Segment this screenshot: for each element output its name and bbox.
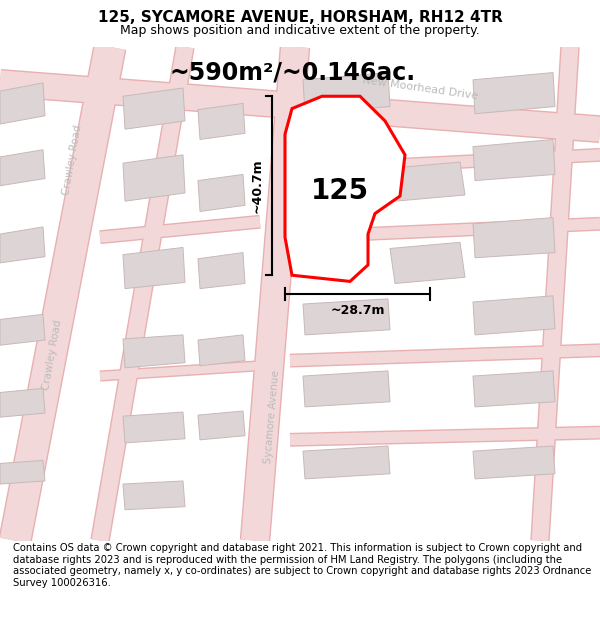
Polygon shape [123, 88, 185, 129]
Polygon shape [473, 72, 555, 114]
Polygon shape [0, 227, 45, 263]
Polygon shape [123, 335, 185, 367]
Polygon shape [123, 248, 185, 289]
Polygon shape [123, 481, 185, 510]
Polygon shape [123, 155, 185, 201]
Text: Crawley Road: Crawley Road [41, 319, 63, 391]
Text: Sycamore Avenue: Sycamore Avenue [263, 370, 281, 464]
Polygon shape [303, 446, 390, 479]
Polygon shape [473, 296, 555, 335]
Text: Crawley Road: Crawley Road [61, 124, 83, 196]
Polygon shape [390, 162, 465, 201]
Polygon shape [303, 136, 390, 176]
Polygon shape [303, 72, 390, 114]
Text: 125, SYCAMORE AVENUE, HORSHAM, RH12 4TR: 125, SYCAMORE AVENUE, HORSHAM, RH12 4TR [98, 10, 502, 25]
Polygon shape [198, 104, 245, 139]
Polygon shape [473, 217, 555, 258]
Polygon shape [198, 411, 245, 440]
Text: ~40.7m: ~40.7m [251, 158, 264, 213]
Polygon shape [0, 461, 45, 484]
Polygon shape [198, 253, 245, 289]
Text: 125: 125 [311, 177, 369, 205]
Text: ~28.7m: ~28.7m [330, 304, 385, 317]
Polygon shape [303, 299, 390, 335]
Polygon shape [0, 150, 45, 186]
Text: New Moorhead Drive: New Moorhead Drive [362, 75, 478, 101]
Polygon shape [0, 314, 45, 345]
Polygon shape [303, 371, 390, 407]
Polygon shape [123, 412, 185, 443]
Polygon shape [0, 388, 45, 418]
Polygon shape [198, 174, 245, 211]
Text: ~590m²/~0.146ac.: ~590m²/~0.146ac. [170, 61, 416, 84]
Polygon shape [473, 446, 555, 479]
Polygon shape [198, 335, 245, 366]
Polygon shape [285, 96, 405, 281]
Text: Map shows position and indicative extent of the property.: Map shows position and indicative extent… [120, 24, 480, 36]
Polygon shape [473, 139, 555, 181]
Polygon shape [0, 83, 45, 124]
Polygon shape [390, 242, 465, 284]
Polygon shape [473, 371, 555, 407]
Text: Contains OS data © Crown copyright and database right 2021. This information is : Contains OS data © Crown copyright and d… [13, 543, 592, 588]
